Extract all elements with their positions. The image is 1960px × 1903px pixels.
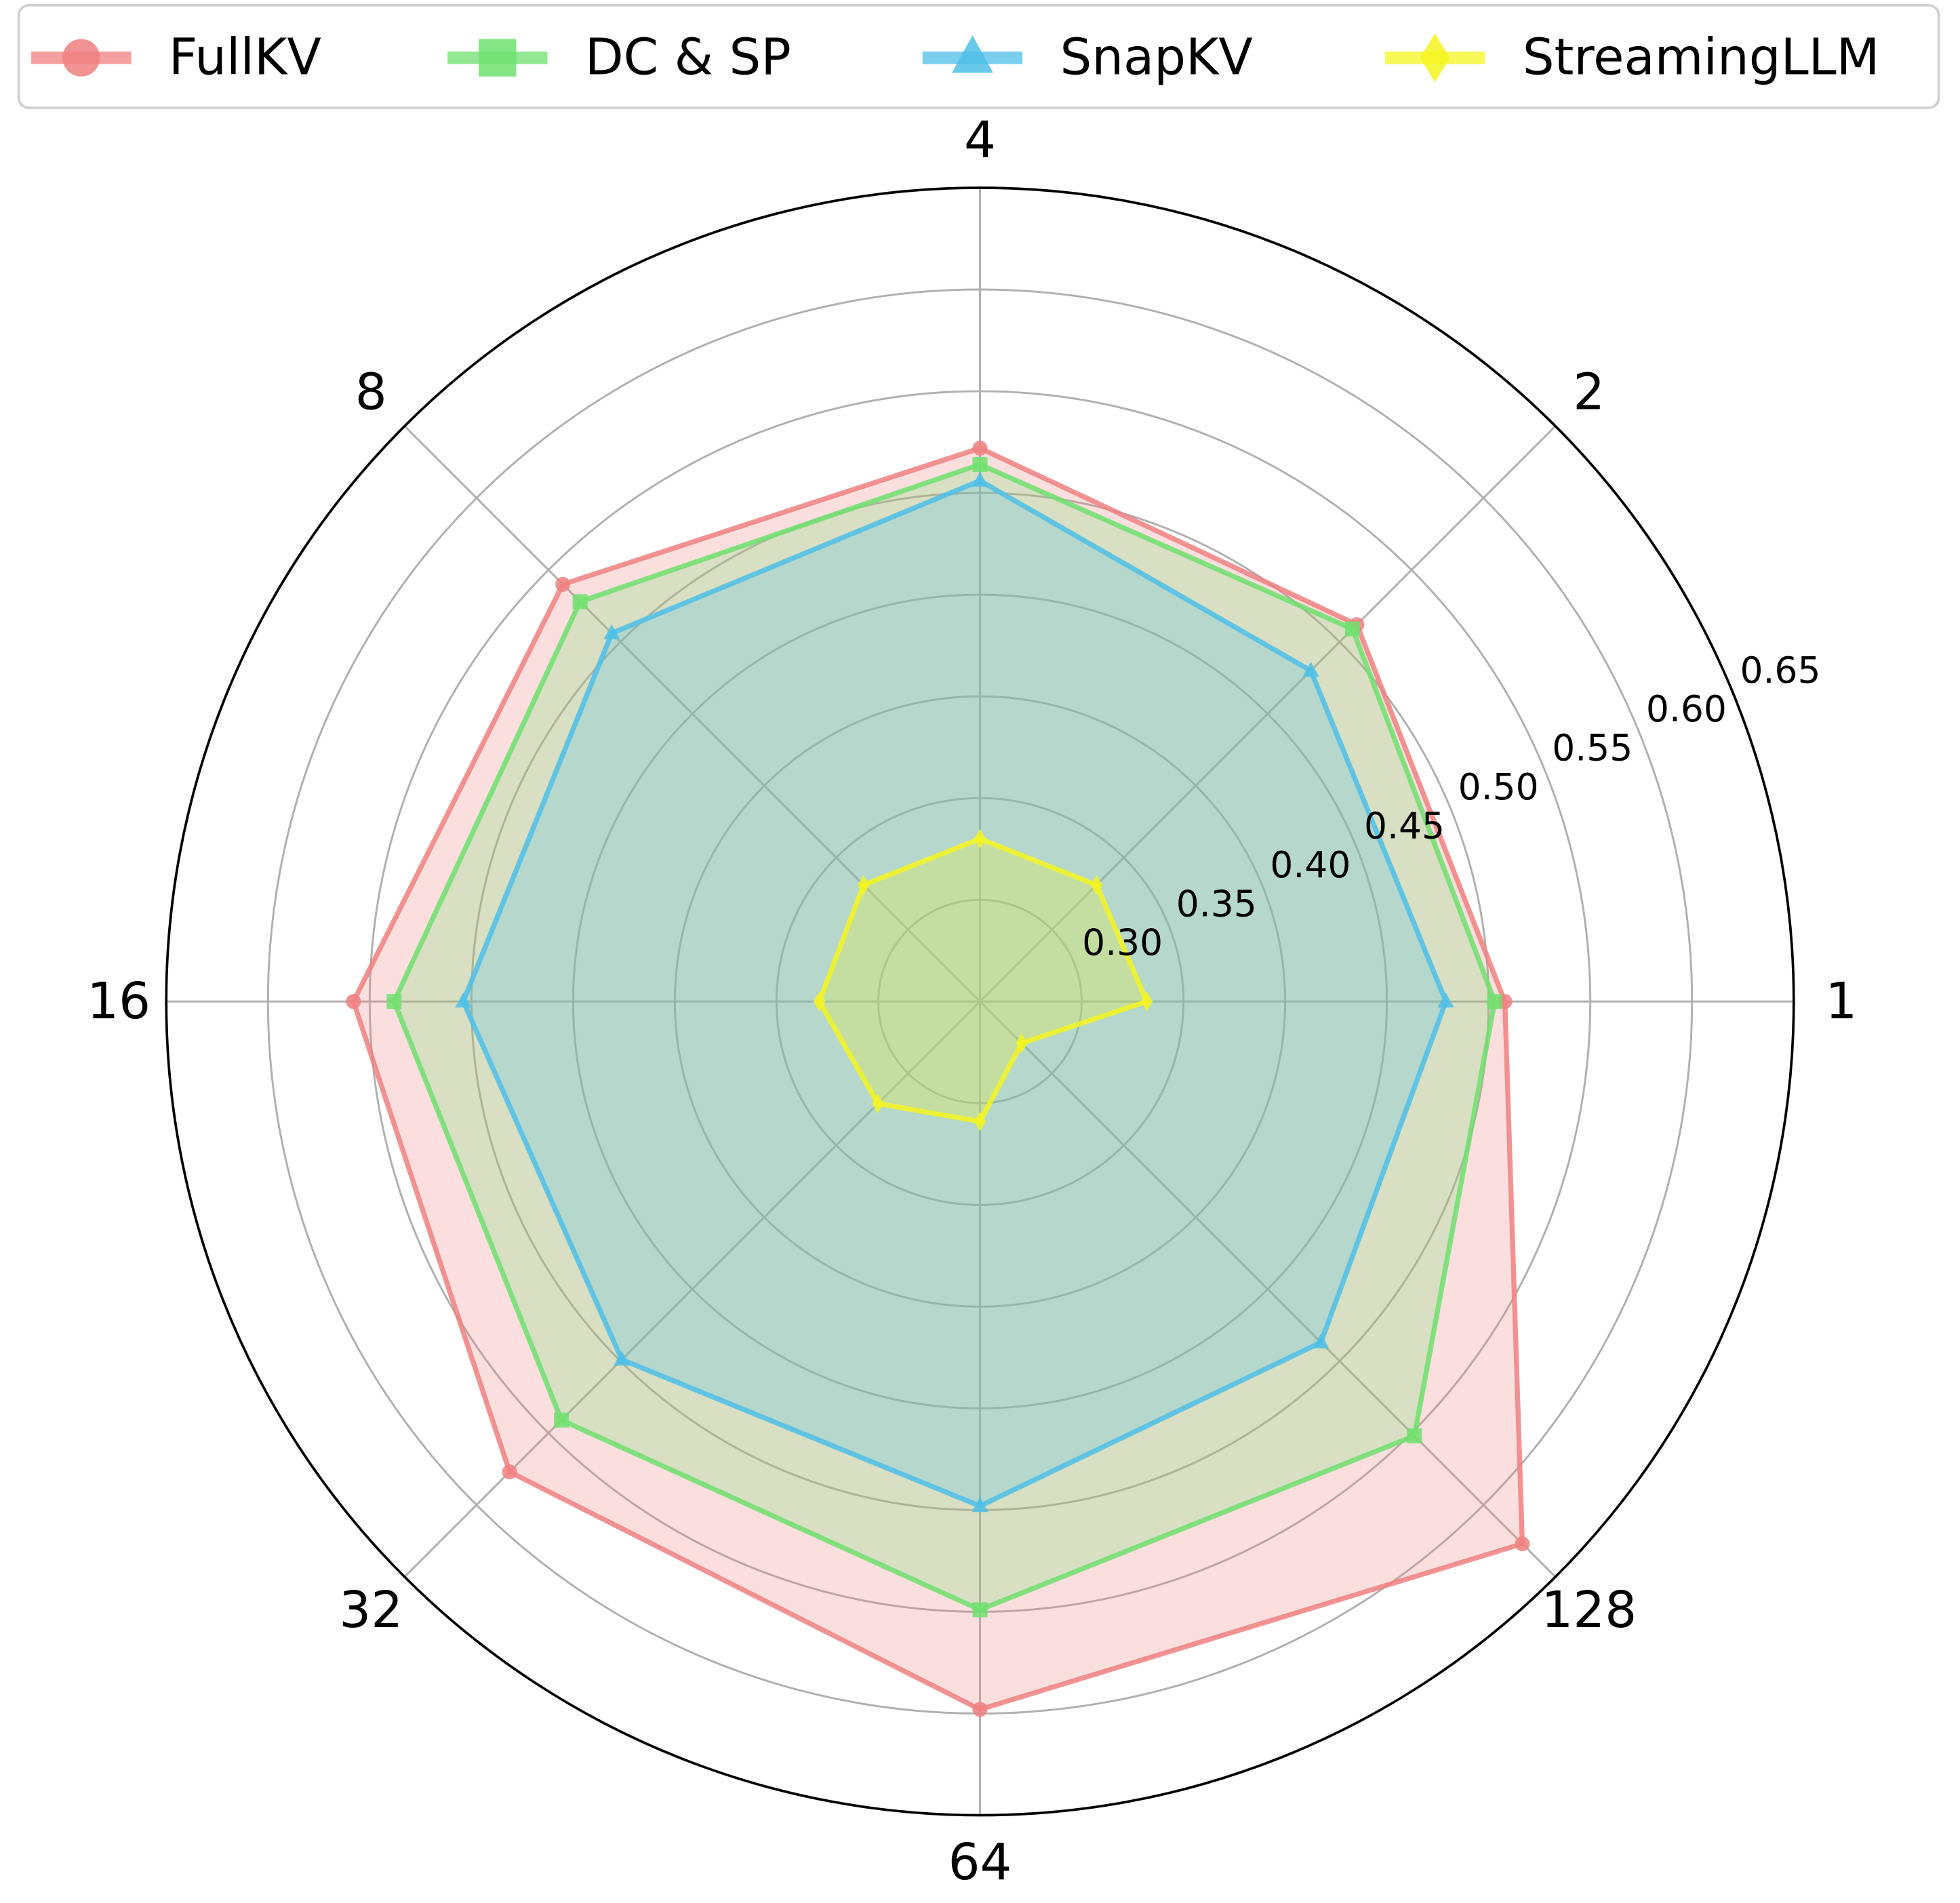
data-point (572, 594, 588, 609)
axis-labels: 1 2 4 8 16 32 64 128 0.30 0.35 0.40 0.45 0.50 0.55 0.6… (87, 111, 1857, 1891)
data-point (1140, 991, 1153, 1011)
category-label: 1 (1825, 973, 1857, 1030)
legend-label: StreamingLLM (1523, 29, 1880, 87)
grid-spoke (979, 1001, 1557, 1578)
series-streamingllm (813, 828, 1153, 1131)
category-label: 128 (1541, 1582, 1637, 1639)
legend-item: SnapKV (922, 29, 1253, 87)
series-area (463, 481, 1446, 1506)
legend-item: DC & SP (447, 29, 791, 87)
legend-marker-triangle-icon (952, 35, 993, 73)
data-point (386, 994, 402, 1009)
radial-tick-label: 0.65 (1740, 649, 1820, 692)
data-point (346, 994, 361, 1009)
data-point (813, 991, 826, 1011)
legend-label: DC & SP (585, 29, 791, 87)
data-point (555, 576, 571, 592)
data-point (613, 1350, 631, 1366)
data-point (872, 1094, 884, 1114)
series-fullkv (346, 440, 1530, 1717)
data-point (1407, 1428, 1422, 1444)
data-point (1437, 992, 1454, 1008)
category-label: 8 (355, 363, 387, 421)
legend: FullKV DC & SP SnapKV StreamingLLM (17, 3, 1940, 109)
data-point (1313, 1333, 1329, 1348)
series-area (353, 448, 1523, 1710)
data-point (972, 471, 988, 487)
category-label: 4 (964, 111, 996, 169)
legend-marker-circle-icon (62, 39, 100, 77)
polar-frame (165, 186, 1795, 1817)
series-layer (346, 440, 1530, 1717)
data-point (502, 1464, 517, 1480)
data-point (972, 1602, 988, 1618)
series-area (394, 464, 1495, 1610)
grid (165, 186, 1795, 1817)
category-label: 16 (87, 973, 151, 1030)
category-label: 64 (948, 1834, 1012, 1891)
data-point (972, 1702, 988, 1717)
category-label: 2 (1573, 363, 1605, 421)
radial-tick-label: 0.45 (1364, 804, 1445, 847)
legend-marker-square-icon (479, 39, 517, 77)
series-snapkv (455, 471, 1454, 1513)
legend-label: FullKV (169, 29, 321, 87)
radial-tick-label: 0.35 (1176, 882, 1257, 925)
grid-spoke (403, 1001, 981, 1578)
data-point (1515, 1536, 1530, 1552)
legend-marker-diamond-icon (1420, 33, 1450, 83)
legend-item: FullKV (31, 29, 321, 87)
data-point (1302, 661, 1319, 677)
data-point (972, 457, 988, 473)
series-area (819, 839, 1147, 1122)
category-label: 32 (339, 1582, 403, 1639)
data-point (553, 1412, 569, 1428)
grid-spoke (979, 425, 1557, 1003)
grid-spoke (403, 425, 981, 1003)
legend-item: StreamingLLM (1384, 29, 1880, 87)
data-point (603, 624, 620, 639)
data-point (455, 992, 472, 1008)
data-point (972, 1497, 988, 1513)
radial-tick-label: 0.30 (1082, 921, 1163, 964)
data-point (1344, 621, 1361, 637)
series-dc-sp (386, 457, 1502, 1618)
data-point (1487, 994, 1502, 1009)
legend-label: SnapKV (1060, 29, 1253, 87)
data-point (972, 440, 988, 456)
radial-tick-label: 0.50 (1458, 765, 1539, 808)
radial-tick-label: 0.40 (1270, 843, 1351, 886)
radial-tick-label: 0.60 (1646, 687, 1727, 730)
radial-tick-label: 0.55 (1552, 727, 1633, 769)
